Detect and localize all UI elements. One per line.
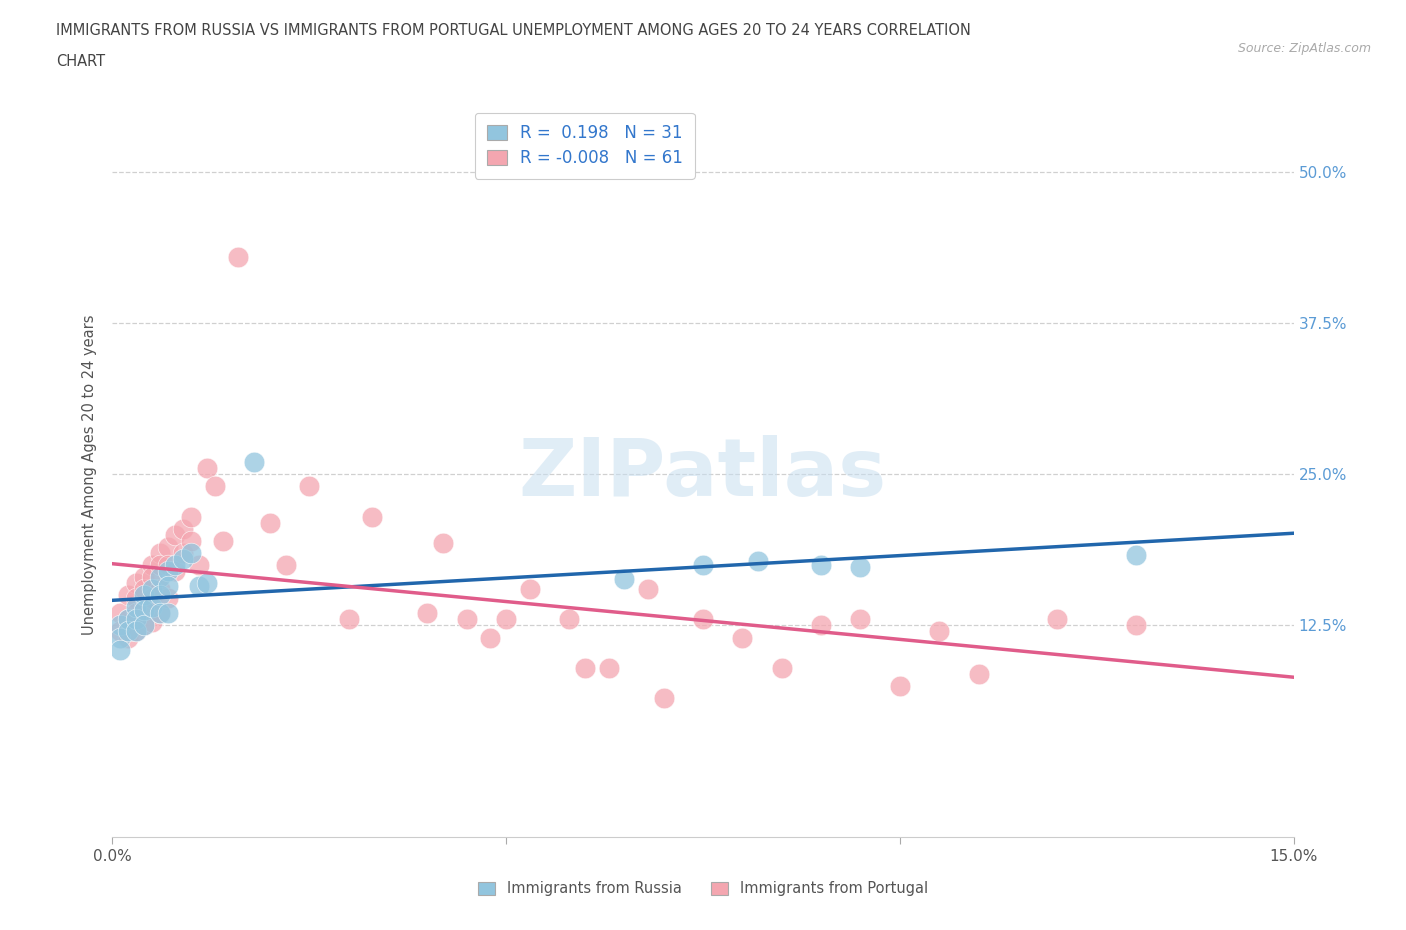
Point — [125, 606, 148, 621]
Point — [810, 618, 832, 633]
Point — [117, 631, 139, 645]
Point — [165, 558, 187, 573]
Point — [125, 624, 148, 639]
Point — [132, 618, 155, 633]
Point — [889, 679, 911, 694]
Point — [495, 612, 517, 627]
Point — [652, 691, 675, 706]
Point — [849, 612, 872, 627]
Point — [125, 591, 148, 605]
Point — [141, 558, 163, 573]
Point — [849, 560, 872, 575]
Point — [172, 546, 194, 561]
Point — [456, 612, 478, 627]
Point — [180, 546, 202, 561]
Point — [204, 479, 226, 494]
Point — [141, 570, 163, 585]
Point — [243, 455, 266, 470]
Point — [141, 600, 163, 615]
Text: IMMIGRANTS FROM RUSSIA VS IMMIGRANTS FROM PORTUGAL UNEMPLOYMENT AMONG AGES 20 TO: IMMIGRANTS FROM RUSSIA VS IMMIGRANTS FRO… — [56, 23, 972, 38]
Point — [747, 554, 769, 569]
Point — [110, 618, 132, 633]
Point — [928, 624, 950, 639]
Point — [1046, 612, 1069, 627]
Point — [132, 618, 155, 633]
Point — [195, 461, 218, 476]
Point — [1125, 618, 1147, 633]
Point — [149, 546, 172, 561]
Point — [361, 510, 384, 525]
Point — [228, 249, 250, 264]
Point — [574, 660, 596, 675]
Point — [298, 479, 321, 494]
Point — [180, 510, 202, 525]
Point — [195, 576, 218, 591]
Point — [692, 558, 714, 573]
Point — [117, 612, 139, 627]
Point — [770, 660, 793, 675]
Point — [1125, 548, 1147, 563]
Point — [172, 551, 194, 566]
Point — [110, 624, 132, 639]
Point — [156, 591, 179, 605]
Point — [132, 588, 155, 603]
Point — [149, 582, 172, 597]
Point — [558, 612, 581, 627]
Point — [165, 564, 187, 578]
Point — [598, 660, 620, 675]
Point — [149, 606, 172, 621]
Point — [479, 631, 502, 645]
Point — [259, 515, 281, 530]
Point — [141, 582, 163, 597]
Point — [110, 631, 132, 645]
Point — [117, 588, 139, 603]
Point — [172, 522, 194, 537]
Point — [731, 631, 754, 645]
Point — [416, 606, 439, 621]
Point — [125, 600, 148, 615]
Text: ZIPatlas: ZIPatlas — [519, 435, 887, 513]
Point — [110, 606, 132, 621]
Text: Source: ZipAtlas.com: Source: ZipAtlas.com — [1237, 42, 1371, 55]
Point — [125, 576, 148, 591]
Point — [337, 612, 360, 627]
Point — [117, 612, 139, 627]
Point — [519, 582, 541, 597]
Point — [132, 603, 155, 618]
Point — [188, 578, 211, 593]
Point — [967, 667, 990, 682]
Legend: Immigrants from Russia, Immigrants from Portugal: Immigrants from Russia, Immigrants from … — [472, 875, 934, 902]
Point — [156, 578, 179, 593]
Point — [132, 570, 155, 585]
Point — [156, 564, 179, 578]
Point — [692, 612, 714, 627]
Point — [810, 558, 832, 573]
Point — [141, 615, 163, 630]
Point — [180, 534, 202, 549]
Point — [156, 539, 179, 554]
Point — [149, 558, 172, 573]
Point — [613, 572, 636, 587]
Point — [432, 536, 454, 551]
Point — [149, 588, 172, 603]
Point — [125, 624, 148, 639]
Point — [156, 606, 179, 621]
Point — [110, 643, 132, 658]
Point — [132, 600, 155, 615]
Point — [274, 558, 297, 573]
Point — [149, 570, 172, 585]
Point — [117, 624, 139, 639]
Point — [149, 606, 172, 621]
Point — [211, 534, 233, 549]
Point — [188, 558, 211, 573]
Point — [637, 582, 659, 597]
Y-axis label: Unemployment Among Ages 20 to 24 years: Unemployment Among Ages 20 to 24 years — [82, 314, 97, 634]
Point — [141, 591, 163, 605]
Point — [125, 612, 148, 627]
Point — [156, 558, 179, 573]
Point — [132, 582, 155, 597]
Point — [165, 527, 187, 542]
Text: CHART: CHART — [56, 54, 105, 69]
